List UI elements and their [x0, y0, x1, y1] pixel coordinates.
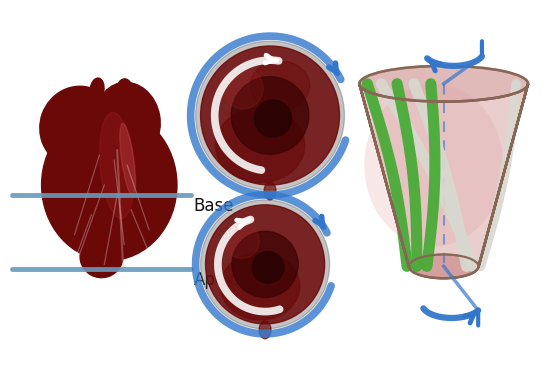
Text: Apex: Apex	[194, 271, 235, 289]
Ellipse shape	[80, 235, 123, 278]
Ellipse shape	[223, 68, 263, 109]
Ellipse shape	[264, 182, 276, 200]
Ellipse shape	[100, 112, 134, 218]
Ellipse shape	[364, 84, 503, 246]
Ellipse shape	[232, 231, 298, 297]
Ellipse shape	[221, 253, 300, 320]
Ellipse shape	[206, 205, 324, 324]
Ellipse shape	[255, 100, 292, 137]
Ellipse shape	[250, 61, 310, 111]
Ellipse shape	[201, 200, 329, 329]
Ellipse shape	[216, 108, 305, 182]
Ellipse shape	[40, 86, 117, 167]
Ellipse shape	[90, 78, 104, 102]
Ellipse shape	[42, 110, 177, 261]
Polygon shape	[359, 84, 528, 278]
Ellipse shape	[359, 66, 528, 101]
Ellipse shape	[196, 41, 344, 190]
Ellipse shape	[225, 224, 259, 259]
Ellipse shape	[231, 77, 309, 154]
Ellipse shape	[201, 46, 339, 185]
Ellipse shape	[252, 251, 284, 283]
Ellipse shape	[95, 82, 160, 160]
Ellipse shape	[138, 92, 148, 111]
Ellipse shape	[259, 321, 271, 339]
Ellipse shape	[409, 254, 478, 278]
Text: Base: Base	[194, 197, 234, 215]
Ellipse shape	[116, 79, 134, 109]
Ellipse shape	[120, 123, 136, 196]
